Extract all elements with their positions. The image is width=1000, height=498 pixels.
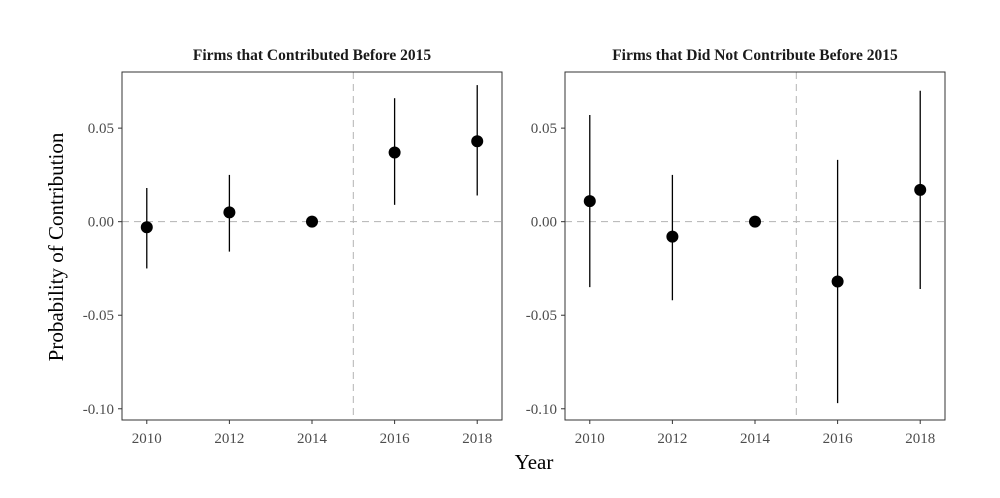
- x-tick-label: 2016: [823, 431, 854, 447]
- x-tick-label: 2018: [905, 431, 935, 447]
- y-tick-label: 0.00: [531, 215, 557, 231]
- y-tick-label: 0.05: [88, 121, 114, 137]
- x-axis-title: Year: [515, 450, 554, 474]
- data-point: [749, 215, 761, 228]
- y-tick-label: -0.05: [83, 308, 114, 324]
- x-tick-label: 2012: [214, 431, 244, 447]
- data-point: [140, 221, 153, 234]
- y-tick-label: -0.10: [526, 402, 557, 418]
- data-point: [583, 195, 596, 208]
- data-point: [914, 183, 927, 196]
- x-tick-label: 2014: [740, 431, 771, 447]
- x-tick-label: 2010: [132, 431, 162, 447]
- y-tick-label: 0.05: [531, 121, 557, 137]
- data-point: [831, 275, 844, 288]
- y-tick-label: 0.00: [88, 215, 114, 231]
- panel-title: Firms that Did Not Contribute Before 201…: [612, 47, 898, 64]
- y-tick-label: -0.10: [83, 402, 114, 418]
- x-tick-label: 2010: [575, 431, 605, 447]
- panel-title: Firms that Contributed Before 2015: [193, 47, 431, 64]
- y-axis-title: Probability of Contribution: [44, 132, 68, 361]
- x-tick-label: 2014: [297, 431, 328, 447]
- panel-frame: [564, 71, 946, 421]
- x-tick-label: 2018: [462, 431, 492, 447]
- panel-frame: [121, 71, 503, 421]
- x-tick-label: 2012: [657, 431, 687, 447]
- data-point: [471, 135, 484, 148]
- data-point: [666, 230, 679, 243]
- y-tick-label: -0.05: [526, 308, 557, 324]
- x-tick-label: 2016: [380, 431, 411, 447]
- data-point: [306, 215, 318, 228]
- data-point: [223, 206, 236, 219]
- data-point: [388, 146, 401, 159]
- panel-not-contributed-before-2015: Firms that Did Not Contribute Before 201…: [526, 47, 946, 447]
- panel-contributed-before-2015: Firms that Contributed Before 2015 2010 2…: [83, 47, 503, 447]
